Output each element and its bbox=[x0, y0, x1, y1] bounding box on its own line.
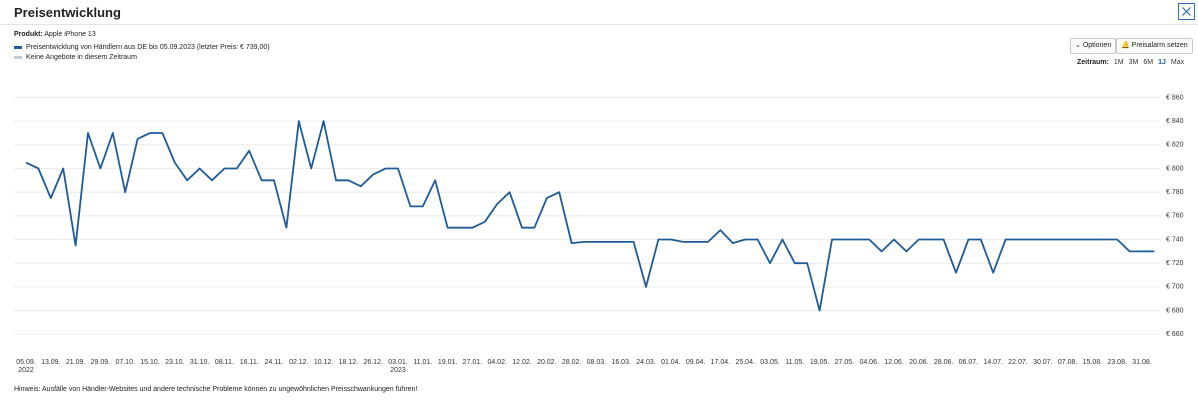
x-tick-label: 26.12. bbox=[363, 359, 383, 366]
x-tick-label: 10.12. bbox=[314, 359, 334, 366]
x-tick-label: 24.03. bbox=[636, 359, 656, 366]
x-tick-label: 04.06. bbox=[859, 359, 879, 366]
price-alarm-button[interactable]: 🔔 Preisalarm setzen bbox=[1116, 38, 1193, 54]
x-tick-label: 22.07. bbox=[1008, 359, 1028, 366]
x-tick-label: 30.07. bbox=[1033, 359, 1053, 366]
x-tick-label: 04.02. bbox=[487, 359, 507, 366]
x-tick-label: 17.04. bbox=[711, 359, 731, 366]
y-tick-label: € 700 bbox=[1166, 284, 1184, 291]
close-button[interactable] bbox=[1178, 3, 1195, 20]
price-line bbox=[25, 120, 1155, 312]
x-tick-label: 11.01. bbox=[413, 359, 432, 366]
x-tick-label: 19.01. bbox=[438, 359, 458, 366]
x-tick-label: 02.12. bbox=[289, 359, 309, 366]
x-tick-label: 20.02. bbox=[537, 359, 557, 366]
x-tick-label: 01.04. bbox=[661, 359, 681, 366]
y-tick-label: € 820 bbox=[1166, 142, 1184, 149]
x-tick-label: 27.05. bbox=[835, 359, 855, 366]
x-year-label: 2022 bbox=[18, 367, 34, 374]
x-tick-label: 31.10. bbox=[190, 359, 210, 366]
y-tick-label: € 840 bbox=[1166, 118, 1184, 125]
y-tick-label: € 800 bbox=[1166, 165, 1184, 172]
y-tick-label: € 860 bbox=[1166, 94, 1184, 101]
y-tick-label: € 660 bbox=[1166, 331, 1184, 338]
close-icon bbox=[1182, 7, 1191, 16]
x-tick-label: 08.03. bbox=[587, 359, 607, 366]
x-tick-label: 03.01. bbox=[388, 359, 408, 366]
product-name: Apple iPhone 13 bbox=[44, 31, 96, 38]
x-tick-label: 13.09. bbox=[41, 359, 61, 366]
x-tick-label: 12.02. bbox=[512, 359, 532, 366]
y-tick-label: € 780 bbox=[1166, 189, 1184, 196]
x-tick-label: 23.08. bbox=[1107, 359, 1127, 366]
product: Produkt: Apple iPhone 13 bbox=[14, 31, 96, 38]
product-label: Produkt: bbox=[14, 31, 43, 38]
note: Hinweis: Ausfälle von Händler-Websites u… bbox=[14, 386, 418, 393]
x-tick-label: 19.05. bbox=[810, 359, 830, 366]
y-tick-label: € 740 bbox=[1166, 236, 1184, 243]
x-tick-label: 28.06. bbox=[934, 359, 954, 366]
x-tick-label: 06.07. bbox=[959, 359, 979, 366]
y-tick-label: € 760 bbox=[1166, 213, 1184, 220]
legend-entry: Preisentwicklung von Händlern aus DE bis… bbox=[14, 44, 270, 51]
chart: € 660 € 680 € 700 € 720 € 740 € 760 € 780 € 800… bbox=[14, 94, 1184, 374]
range-selector: Zeitraum: 1M 3M 6M 1J Max bbox=[1077, 59, 1184, 66]
x-tick-label: 08.11. bbox=[215, 359, 234, 366]
x-tick-label: 28.02. bbox=[562, 359, 582, 366]
y-tick-label: € 720 bbox=[1166, 260, 1184, 267]
legend-swatch bbox=[14, 56, 22, 59]
x-tick-label: 27.01. bbox=[463, 359, 483, 366]
x-tick-label: 09.04. bbox=[686, 359, 706, 366]
x-tick-label: 03.05. bbox=[760, 359, 780, 366]
range-option[interactable]: Max bbox=[1170, 59, 1185, 66]
legend-label: Keine Angebote in diesem Zeitraum bbox=[26, 54, 137, 61]
range-label: Zeitraum: bbox=[1077, 59, 1109, 66]
legend-label: Preisentwicklung von Händlern aus DE bis… bbox=[26, 44, 270, 51]
x-tick-label: 15.10. bbox=[140, 359, 160, 366]
x-tick-label: 20.06. bbox=[909, 359, 929, 366]
x-tick-label: 07.10. bbox=[115, 359, 135, 366]
x-tick-label: 14.07. bbox=[983, 359, 1003, 366]
x-tick-label: 15.08. bbox=[1083, 359, 1103, 366]
range-option[interactable]: 1M bbox=[1113, 59, 1124, 66]
button-label: Preisalarm setzen bbox=[1131, 42, 1188, 49]
x-tick-label: 24.11. bbox=[265, 359, 284, 366]
legend-entry: Keine Angebote in diesem Zeitraum bbox=[14, 54, 137, 61]
x-tick-label: 11.05. bbox=[785, 359, 804, 366]
y-tick-label: € 680 bbox=[1166, 307, 1184, 314]
range-option[interactable]: 6M bbox=[1143, 59, 1154, 66]
x-tick-label: 29.09. bbox=[91, 359, 111, 366]
divider bbox=[0, 24, 1198, 25]
x-tick-label: 21.09. bbox=[66, 359, 86, 366]
legend-swatch bbox=[14, 46, 22, 49]
x-tick-label: 16.03. bbox=[611, 359, 631, 366]
button-label: Optionen bbox=[1082, 42, 1112, 49]
x-tick-label: 31.08. bbox=[1132, 359, 1152, 366]
dialog-title: Preisentwicklung bbox=[14, 5, 121, 20]
x-year-label: 2023 bbox=[390, 367, 406, 374]
range-option[interactable]: 1J bbox=[1158, 59, 1166, 66]
x-tick-label: 25.04. bbox=[735, 359, 755, 366]
range-option[interactable]: 3M bbox=[1128, 59, 1139, 66]
options-button[interactable]: ⌄ Optionen bbox=[1070, 38, 1117, 54]
x-tick-label: 18.12. bbox=[339, 359, 359, 366]
x-tick-label: 05.09. bbox=[16, 359, 36, 366]
x-tick-label: 23.10. bbox=[165, 359, 185, 366]
x-tick-label: 07.08. bbox=[1058, 359, 1078, 366]
x-tick-label: 12.06. bbox=[884, 359, 904, 366]
x-tick-label: 16.11. bbox=[240, 359, 259, 366]
